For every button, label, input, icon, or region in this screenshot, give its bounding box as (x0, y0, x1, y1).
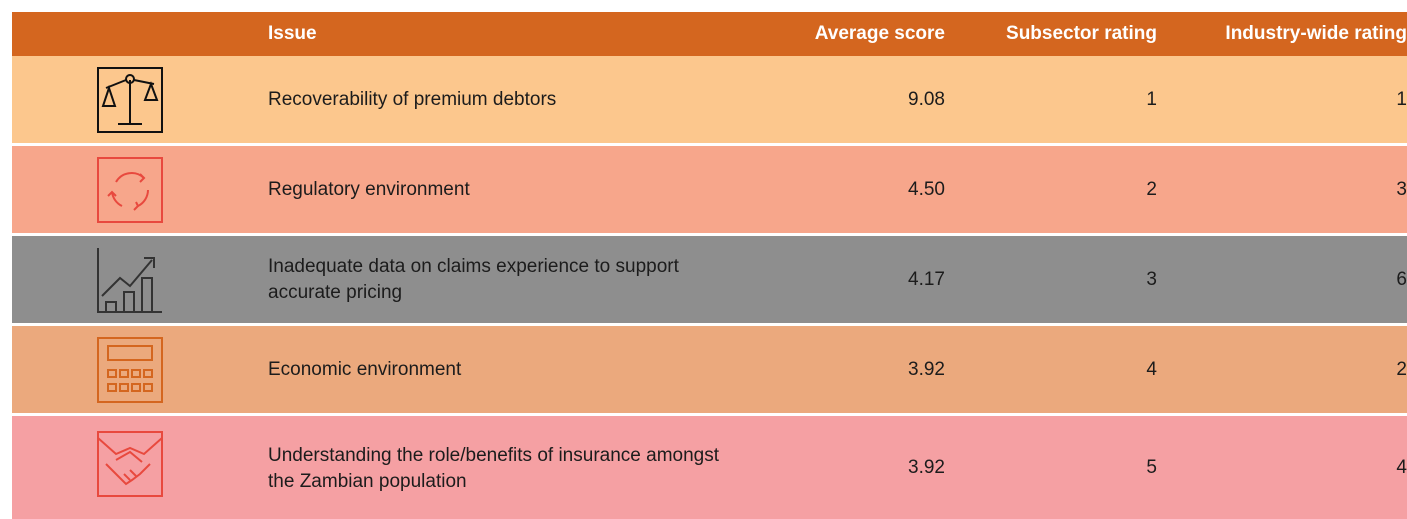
industry-rating: 3 (1396, 178, 1407, 200)
calculator-icon (97, 336, 163, 403)
industry-rating: 1 (1396, 88, 1407, 110)
handshake-icon (97, 431, 163, 497)
header-cell: Issue (268, 23, 317, 44)
industry-rating: 6 (1396, 268, 1407, 290)
header-cell: Subsector rating (1006, 23, 1157, 44)
average-score: 3.92 (908, 358, 945, 380)
industry-rating: 2 (1396, 358, 1407, 380)
issue-text: Understanding the role/benefits of insur… (268, 445, 719, 492)
issue-text: Inadequate data on claims experience to … (268, 255, 679, 303)
subsector-rating: 4 (1146, 358, 1157, 380)
issue-text: Economic environment (268, 358, 462, 380)
cycle-icon (97, 156, 163, 223)
table-row: Economic environment 3.92 4 2 (12, 326, 1407, 413)
average-score: 9.08 (908, 88, 945, 110)
header-cell: Average score (814, 23, 945, 44)
table-row: Recoverability of premium debtors 9.08 1… (12, 56, 1407, 143)
table-row: Inadequate data on claims experience to … (12, 236, 1407, 323)
subsector-rating: 5 (1146, 456, 1157, 478)
header-cell: Industry-wide rating (1225, 23, 1407, 44)
industry-rating: 4 (1396, 456, 1407, 478)
subsector-rating: 1 (1146, 88, 1157, 110)
table-row: Understanding the role/benefits of insur… (12, 416, 1407, 519)
scale-icon (97, 66, 163, 133)
average-score: 4.17 (908, 268, 945, 290)
table-header: Issue Average score Subsector rating Ind… (12, 12, 1407, 56)
issue-text: Regulatory environment (268, 178, 470, 200)
chart-icon (97, 247, 162, 313)
issue-text: Recoverability of premium debtors (268, 88, 557, 110)
subsector-rating: 3 (1146, 268, 1157, 290)
table-row: Regulatory environment 4.50 2 3 (12, 146, 1407, 233)
average-score: 3.92 (908, 456, 945, 478)
average-score: 4.50 (908, 178, 945, 200)
subsector-rating: 2 (1146, 178, 1157, 200)
